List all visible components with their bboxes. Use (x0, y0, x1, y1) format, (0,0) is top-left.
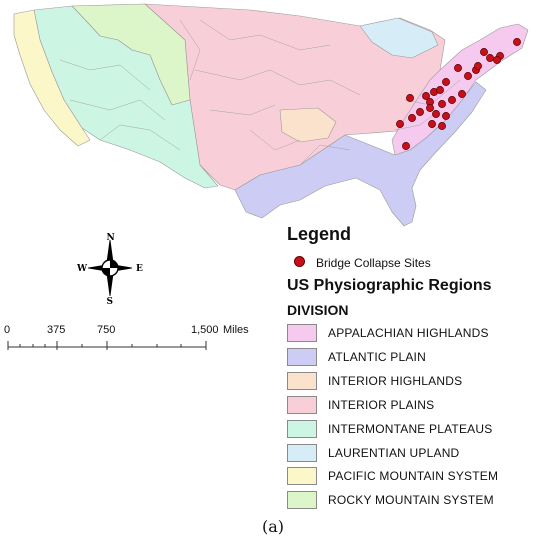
scale-label: 750 (97, 324, 116, 336)
us-physiographic-map (13, 3, 529, 227)
bridge-collapse-sites (396, 38, 521, 150)
division-swatch (287, 396, 317, 414)
bridge-collapse-site (442, 112, 450, 120)
legend-title: Legend (287, 224, 352, 244)
bridge-collapse-site (426, 104, 434, 112)
legend-field-name: DIVISION (287, 302, 349, 318)
scale-unit: Miles (223, 324, 249, 336)
division-label: INTERIOR HIGHLANDS (328, 374, 463, 388)
region-laurentian-upland (359, 17, 439, 59)
bridge-collapse-site (406, 94, 414, 102)
compass-south-label: S (107, 297, 114, 304)
scale-bar (7, 341, 207, 350)
division-swatch (287, 420, 317, 438)
bridge-collapse-site (464, 72, 472, 80)
division-swatch (287, 324, 317, 342)
compass-west-label: W (76, 264, 88, 274)
scale-label: 1,500 (191, 324, 219, 336)
bridge-collapse-site (513, 38, 521, 46)
scale-label: 375 (47, 324, 66, 336)
division-label: ROCKY MOUNTAIN SYSTEM (328, 493, 494, 507)
region-pacific-mountain-system (13, 9, 91, 147)
bridge-collapse-site (428, 120, 436, 128)
bridge-collapse-site (408, 114, 416, 122)
division-swatch (287, 467, 317, 485)
region-interior-highlands (279, 107, 337, 143)
bridge-collapse-site (436, 86, 444, 94)
division-label: APPALACHIAN HIGHLANDS (328, 326, 489, 340)
bridge-collapse-site (493, 56, 501, 64)
bridge-collapse-site (432, 110, 440, 118)
scale-label: 0 (4, 324, 11, 336)
bridge-collapse-site (422, 92, 430, 100)
compass-east-label: E (136, 264, 143, 274)
bridge-collapse-site (454, 64, 462, 72)
division-swatch (287, 348, 317, 366)
division-swatch (287, 444, 317, 462)
bridge-collapse-site (448, 96, 456, 104)
legend-symbol-label: Bridge Collapse Sites (316, 256, 431, 270)
bridge-collapse-site (458, 90, 466, 98)
figure-caption: (a) (262, 517, 285, 536)
compass-north-label: N (107, 233, 115, 243)
division-label: INTERIOR PLAINS (328, 398, 435, 412)
division-label: ATLANTIC PLAIN (328, 350, 426, 364)
bridge-collapse-site (486, 54, 494, 62)
bridge-collapse-site (396, 120, 404, 128)
legend-subtitle: US Physiographic Regions (287, 277, 492, 294)
bridge-collapse-site (474, 62, 482, 70)
north-arrow-compass: N S W E (76, 233, 143, 304)
division-label: PACIFIC MOUNTAIN SYSTEM (328, 469, 499, 483)
bridge-collapse-site (402, 142, 410, 150)
bridge-collapse-site (480, 48, 488, 56)
region-atlantic-plain (234, 81, 487, 227)
bridge-collapse-site (442, 78, 450, 86)
bridge-collapse-site (438, 122, 446, 130)
bridge-collapse-site (438, 100, 446, 108)
division-label: INTERMONTANE PLATEAUS (328, 422, 493, 436)
bridge-collapse-site-symbol (294, 256, 305, 267)
division-label: LAURENTIAN UPLAND (328, 446, 460, 460)
bridge-collapse-site (416, 108, 424, 116)
division-swatch (287, 372, 317, 390)
division-swatch (287, 491, 317, 509)
